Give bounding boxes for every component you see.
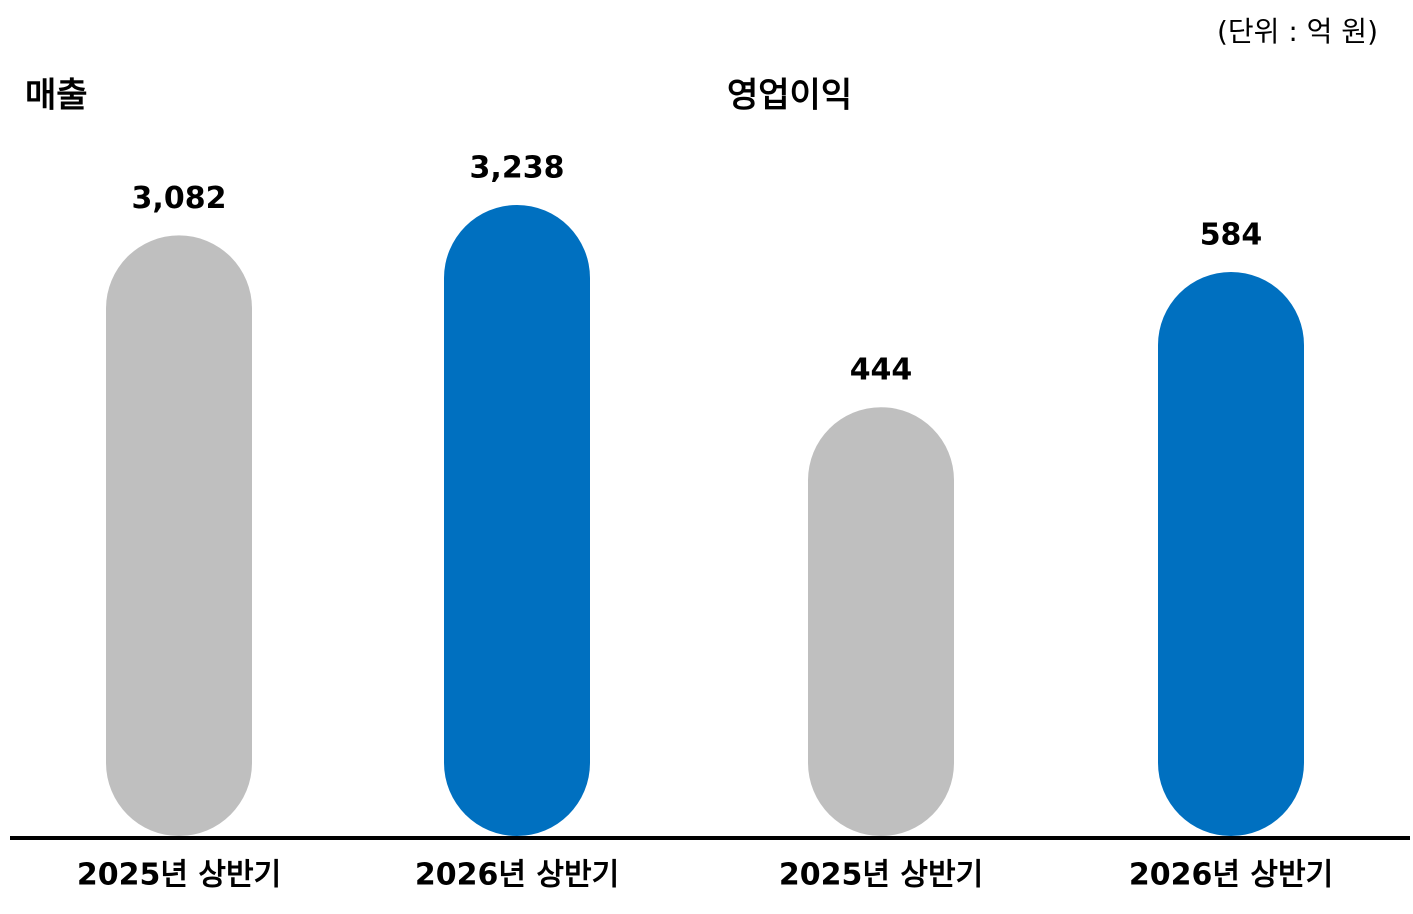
chart-title: 영업이익 bbox=[727, 76, 852, 116]
x-tick-label: 2026년 상반기 bbox=[1129, 858, 1333, 893]
value-label: 444 bbox=[850, 353, 913, 388]
bar bbox=[444, 205, 590, 836]
unit-label: (단위 : 억 원) bbox=[1217, 15, 1378, 48]
x-tick-label: 2026년 상반기 bbox=[415, 858, 619, 893]
bar bbox=[808, 407, 954, 836]
chart-title: 매출 bbox=[25, 76, 88, 116]
value-label: 584 bbox=[1200, 218, 1263, 253]
bar bbox=[1158, 272, 1304, 836]
value-label: 3,082 bbox=[132, 181, 227, 216]
x-tick-label: 2025년 상반기 bbox=[779, 858, 983, 893]
bar bbox=[106, 235, 252, 836]
x-tick-label: 2025년 상반기 bbox=[77, 858, 281, 893]
value-label: 3,238 bbox=[470, 151, 565, 186]
